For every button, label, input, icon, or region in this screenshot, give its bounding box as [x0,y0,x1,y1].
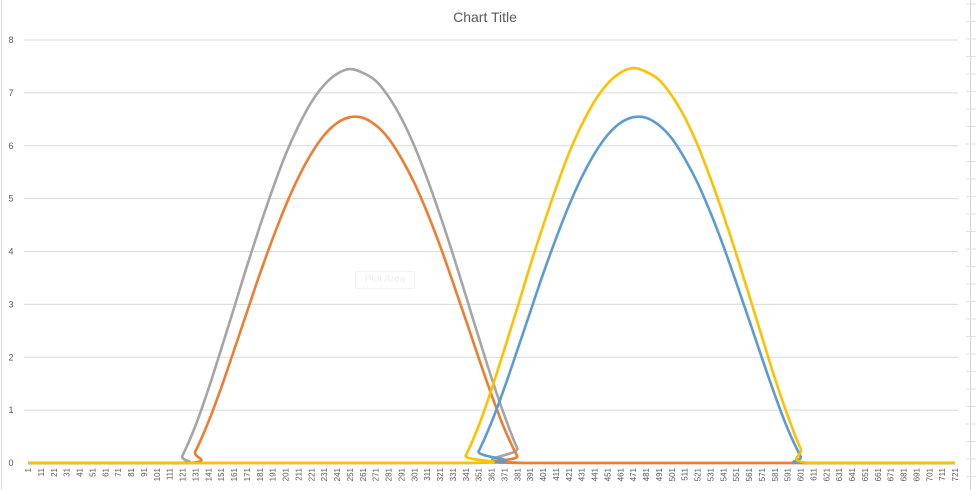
x-tick-label: 571 [758,467,767,481]
x-tick-label: 121 [179,467,188,481]
x-tick-label: 501 [668,467,677,481]
y-tick-label: 5 [8,194,13,204]
x-tick-label: 531 [706,467,715,481]
x-tick-label: 11 [37,467,46,476]
sheet-row-lines [966,3,976,477]
x-tick-label: 191 [269,467,278,481]
x-tick-label: 521 [694,467,703,481]
x-tick-label: 141 [204,467,213,481]
x-tick-label: 621 [822,467,831,481]
x-tick-label: 31 [63,467,72,476]
x-tick-label: 251 [346,467,355,481]
x-tick-label: 211 [294,467,303,480]
x-tick-label: 691 [912,467,921,481]
x-tick-label: 201 [282,467,291,481]
x-tick-label: 341 [462,467,471,481]
x-tick-label: 281 [385,467,394,481]
x-tick-label: 701 [925,467,934,481]
x-tick-label: 361 [488,467,497,481]
x-tick-label: 41 [76,467,85,476]
y-tick-label: 0 [8,458,13,468]
x-tick-label: 661 [874,467,883,481]
x-tick-label: 551 [732,467,741,481]
x-tick-label: 681 [900,467,909,481]
x-tick-label: 221 [307,467,316,481]
x-tick-label: 1 [24,467,33,472]
x-tick-label: 481 [642,467,651,481]
x-tick-label: 631 [835,467,844,481]
x-tick-label: 151 [217,467,226,481]
y-axis[interactable]: 0 1 2 3 4 5 6 7 8 [8,35,13,468]
x-tick-label: 601 [797,467,806,481]
chart-title[interactable]: Chart Title [453,9,517,25]
y-tick-label: 1 [8,405,13,415]
x-tick-label: 451 [603,467,612,481]
x-tick-label: 491 [655,467,664,481]
x-tick-label: 51 [88,467,97,476]
x-tick-label: 321 [436,467,445,481]
x-tick-label: 411 [552,467,561,480]
y-tick-label: 8 [8,35,13,45]
x-tick-label: 401 [539,467,548,481]
x-tick-label: 561 [745,467,754,481]
y-tick-label: 2 [8,352,13,362]
series-line-2[interactable] [28,115,955,465]
x-tick-label: 421 [565,467,574,481]
y-tick-label: 3 [8,299,13,309]
y-tick-label: 6 [8,141,13,151]
x-tick-label: 541 [719,467,728,481]
x-tick-label: 131 [191,467,200,481]
x-tick-label: 581 [771,467,780,481]
x-tick-label: 431 [578,467,587,481]
x-tick-label: 591 [784,467,793,481]
x-tick-label: 261 [359,467,368,481]
x-tick-label: 371 [500,467,509,481]
x-tick-label: 111 [166,467,175,480]
x-tick-label: 91 [140,467,149,476]
x-tick-label: 651 [861,467,870,481]
x-tick-label: 511 [681,467,690,480]
x-tick-label: 461 [616,467,625,481]
x-tick-label: 331 [449,467,458,481]
x-tick-label: 441 [591,467,600,481]
x-tick-label: 181 [256,467,265,481]
x-axis[interactable]: 1 11 21 31 41 51 61 71 81 91 101 111 121 131 141 151 161… [24,467,960,481]
x-tick-label: 101 [153,467,162,481]
series-line-1[interactable] [28,67,955,465]
x-tick-label: 291 [397,467,406,481]
x-tick-label: 301 [410,467,419,481]
x-tick-label: 391 [526,467,535,481]
plot-area-tooltip: Plot Area [355,271,415,289]
x-tick-label: 471 [629,467,638,481]
y-tick-label: 7 [8,88,13,98]
y-tick-label: 4 [8,247,13,257]
x-tick-label: 81 [127,467,136,476]
series-line-4[interactable] [28,115,955,465]
x-tick-label: 61 [101,467,110,476]
x-tick-label: 671 [887,467,896,481]
gridlines [24,39,958,411]
x-tick-label: 381 [513,467,522,481]
series-line-3[interactable] [28,66,955,465]
x-tick-label: 21 [50,467,59,476]
x-tick-label: 171 [243,467,252,481]
x-tick-label: 161 [230,467,239,481]
x-tick-label: 241 [333,467,342,481]
x-tick-label: 611 [809,467,818,480]
series-lines[interactable] [28,66,955,465]
x-tick-label: 721 [951,467,960,481]
x-tick-label: 641 [848,467,857,481]
x-tick-label: 71 [114,467,123,476]
x-tick-label: 231 [320,467,329,481]
x-tick-label: 271 [372,467,381,481]
x-tick-label: 711 [938,467,947,480]
x-tick-label: 311 [423,467,432,480]
x-tick-label: 351 [475,467,484,481]
